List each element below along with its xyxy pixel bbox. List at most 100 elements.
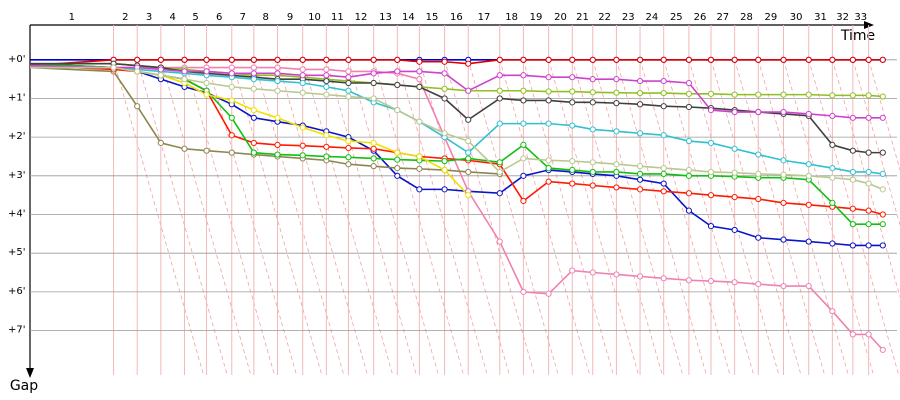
x-axis-title: Time	[840, 28, 875, 44]
data-point	[181, 145, 188, 152]
data-point	[465, 116, 472, 123]
lap-line	[688, 59, 780, 376]
data-point	[849, 331, 856, 338]
data-point	[394, 172, 401, 179]
data-point	[545, 290, 552, 297]
data-point	[323, 56, 330, 63]
lap-line	[663, 59, 755, 376]
data-point	[731, 193, 738, 201]
series-line	[29, 64, 884, 216]
lap-line	[231, 59, 323, 376]
data-point	[829, 92, 836, 99]
data-point	[465, 155, 472, 162]
data-point	[707, 277, 715, 285]
data-point	[545, 164, 552, 172]
y-axis-arrow	[26, 368, 34, 378]
data-point	[250, 139, 257, 147]
data-point	[849, 176, 856, 183]
x-tick-label: 30	[790, 12, 803, 23]
y-tick-label: +7'	[8, 325, 26, 336]
data-point	[685, 56, 693, 63]
data-point	[250, 85, 257, 92]
data-point	[274, 141, 281, 148]
y-tick-label: +1'	[8, 92, 26, 103]
data-point	[323, 66, 330, 73]
data-point	[370, 79, 377, 87]
data-point	[829, 240, 836, 247]
data-point	[780, 157, 787, 164]
data-point	[299, 152, 306, 159]
data-point	[370, 56, 377, 63]
lap-line	[831, 59, 900, 299]
lap-line	[639, 59, 731, 376]
x-tick-label: 14	[402, 12, 415, 23]
data-point	[465, 149, 472, 156]
x-tick-label: 20	[554, 12, 567, 23]
data-point	[416, 76, 423, 83]
series-line	[30, 66, 883, 175]
data-point	[613, 100, 620, 107]
data-point	[865, 331, 872, 338]
data-point	[323, 91, 330, 98]
data-point	[345, 144, 352, 152]
data-point	[394, 106, 401, 114]
data-point	[636, 273, 644, 280]
data-point	[685, 137, 693, 145]
data-point	[755, 281, 762, 288]
data-point	[731, 279, 738, 286]
y-tick-label: +2'	[8, 131, 26, 142]
x-tick-label: 25	[670, 12, 683, 23]
data-point	[569, 122, 576, 129]
x-tick-label: 13	[379, 12, 392, 23]
x-tick-label: 27	[716, 12, 729, 23]
data-point	[849, 147, 856, 154]
data-point	[496, 120, 503, 127]
x-tick-label: 7	[240, 12, 246, 23]
data-point	[636, 176, 644, 183]
data-point	[299, 79, 306, 87]
data-point	[345, 68, 352, 75]
y-tick-label: +6'	[8, 286, 26, 297]
lap-line	[868, 59, 900, 172]
data-point	[370, 139, 377, 147]
data-point	[731, 108, 738, 116]
y-tick-label: +4'	[8, 209, 26, 220]
data-point	[660, 77, 667, 85]
data-point	[613, 128, 620, 135]
data-point	[660, 275, 667, 282]
data-point	[441, 58, 448, 65]
data-point	[250, 106, 257, 114]
data-point	[394, 68, 401, 75]
data-point	[707, 56, 715, 63]
data-point	[829, 112, 836, 119]
y-tick-label: +0'	[8, 54, 26, 65]
x-tick-label: 28	[740, 12, 753, 23]
data-point	[370, 155, 377, 162]
data-point	[731, 226, 738, 234]
lap-line	[616, 59, 707, 376]
series-line	[29, 66, 500, 175]
x-tick-label: 6	[216, 12, 222, 23]
data-point	[228, 56, 235, 63]
data-point	[228, 70, 235, 77]
data-point	[707, 139, 715, 147]
data-point	[613, 184, 620, 191]
data-point	[636, 163, 644, 170]
x-tick-label: 15	[426, 12, 439, 23]
data-point	[496, 72, 503, 79]
data-point	[865, 56, 872, 63]
data-point	[496, 56, 503, 63]
data-point	[496, 238, 503, 245]
data-point	[545, 97, 552, 104]
data-point	[731, 56, 738, 63]
data-point	[274, 87, 281, 94]
data-point	[181, 76, 188, 83]
data-point	[496, 159, 503, 166]
data-point	[660, 188, 667, 195]
data-point	[865, 149, 872, 156]
data-point	[569, 166, 576, 174]
data-point	[345, 56, 352, 63]
lap-line	[852, 59, 900, 227]
data-point	[780, 56, 787, 63]
data-point	[250, 149, 257, 156]
